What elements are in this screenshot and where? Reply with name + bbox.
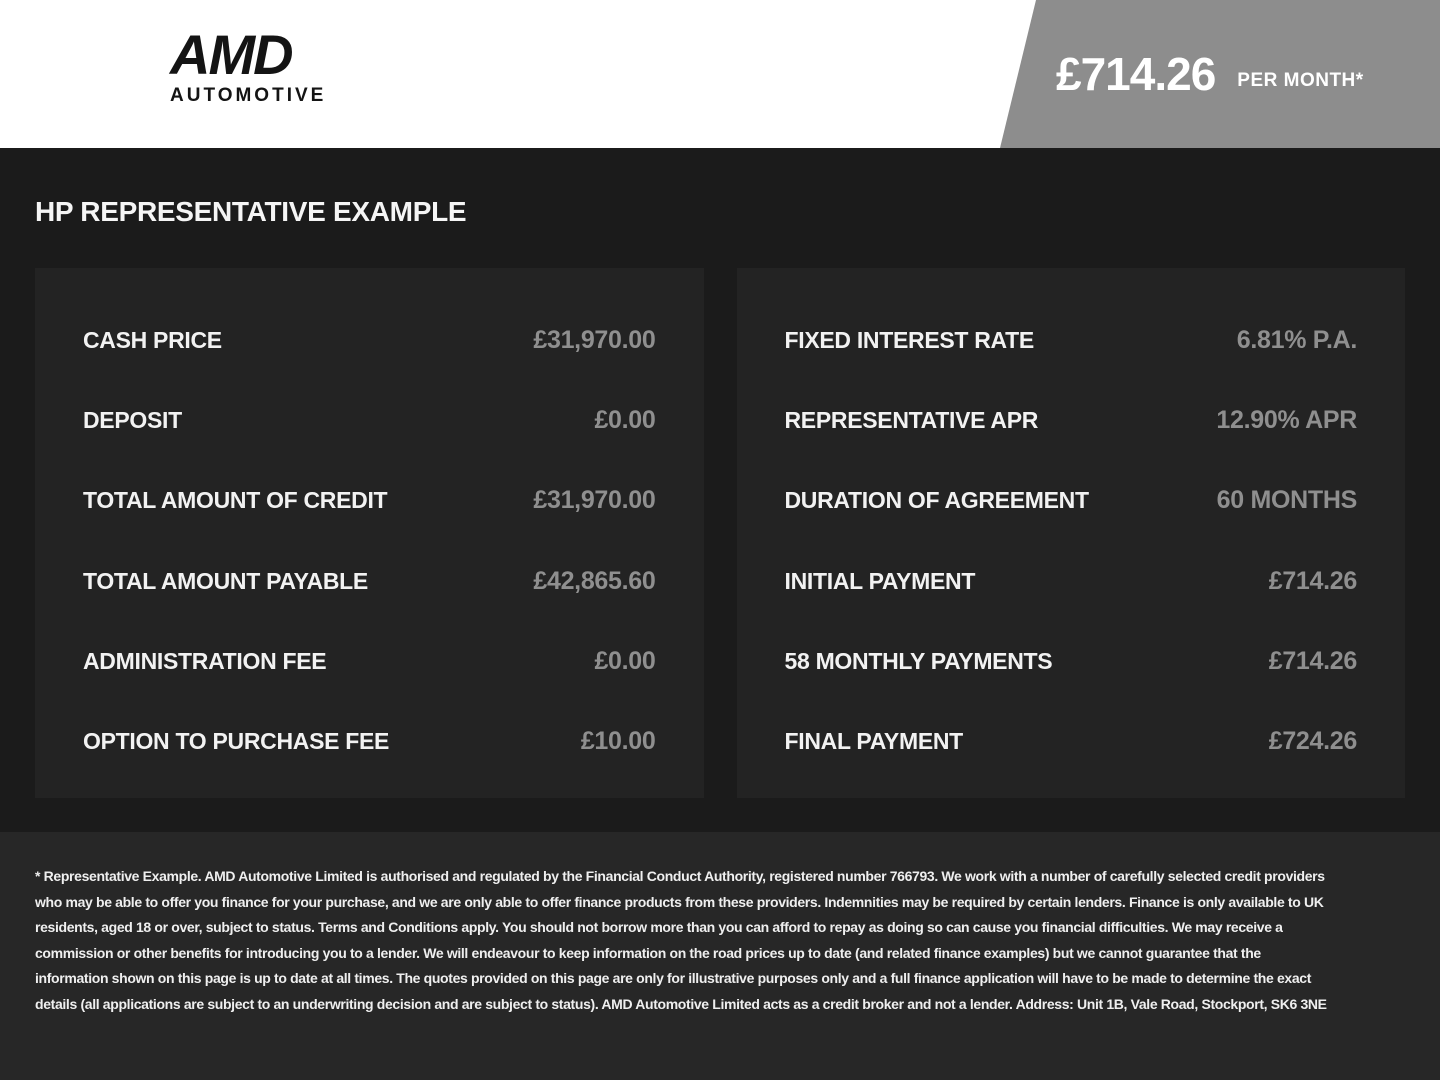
finance-row-fixed-interest-rate: FIXED INTEREST RATE 6.81% P.A.	[785, 326, 1358, 355]
disclaimer-text: * Representative Example. AMD Automotive…	[35, 868, 1327, 1012]
finance-row-value: £42,865.60	[533, 566, 656, 595]
finance-row-label: ADMINISTRATION FEE	[83, 647, 327, 674]
finance-row-representative-apr: REPRESENTATIVE APR 12.90% APR	[785, 406, 1358, 435]
finance-row-total-amount-payable: TOTAL AMOUNT PAYABLE £42,865.60	[83, 567, 656, 596]
finance-row-label: DURATION OF AGREEMENT	[784, 487, 1090, 514]
monthly-price-amount: £714.26	[1056, 48, 1216, 100]
finance-row-label: INITIAL PAYMENT	[784, 567, 976, 594]
finance-row-label: REPRESENTATIVE APR	[784, 407, 1039, 434]
finance-row-value: £0.00	[594, 646, 656, 675]
finance-row-value: 6.81% P.A.	[1236, 326, 1358, 354]
finance-row-value: £714.26	[1268, 566, 1358, 595]
finance-row-administration-fee: ADMINISTRATION FEE £0.00	[83, 647, 656, 676]
finance-row-label: CASH PRICE	[83, 327, 222, 353]
finance-row-cash-price: CASH PRICE £31,970.00	[83, 326, 656, 355]
finance-row-deposit: DEPOSIT £0.00	[83, 406, 656, 435]
amd-automotive-logo: AMD AUTOMOTIVE	[170, 23, 327, 107]
finance-row-label: TOTAL AMOUNT OF CREDIT	[83, 487, 388, 514]
finance-row-final-payment: FINAL PAYMENT £724.26	[785, 727, 1358, 756]
finance-panels: CASH PRICE £31,970.00 DEPOSIT £0.00 TOTA…	[35, 268, 1405, 798]
finance-row-label: OPTION TO PURCHASE FEE	[83, 727, 390, 754]
finance-row-monthly-payments: 58 MONTHLY PAYMENTS £714.26	[785, 647, 1358, 676]
finance-row-label: FINAL PAYMENT	[784, 727, 964, 754]
finance-row-option-to-purchase-fee: OPTION TO PURCHASE FEE £10.00	[83, 727, 656, 756]
logo-name: AMD	[170, 23, 294, 86]
finance-row-duration-of-agreement: DURATION OF AGREEMENT 60 MONTHS	[785, 486, 1358, 515]
finance-row-value: £31,970.00	[533, 486, 656, 515]
finance-row-label: TOTAL AMOUNT PAYABLE	[83, 567, 368, 594]
page-title: HP REPRESENTATIVE EXAMPLE	[35, 196, 467, 227]
finance-row-label: DEPOSIT	[83, 407, 182, 434]
finance-row-total-amount-of-credit: TOTAL AMOUNT OF CREDIT £31,970.00	[83, 486, 656, 515]
finance-row-value: 60 MONTHS	[1216, 486, 1358, 515]
finance-row-value: £10.00	[580, 726, 656, 755]
monthly-price-period-label: PER MONTH*	[1237, 70, 1364, 91]
finance-row-value: £31,970.00	[533, 326, 656, 354]
logo-subtitle: AUTOMOTIVE	[170, 85, 327, 106]
header: AMD AUTOMOTIVE £714.26 PER MONTH*	[0, 0, 1440, 148]
finance-row-value: £0.00	[594, 406, 656, 435]
finance-row-initial-payment: INITIAL PAYMENT £714.26	[785, 567, 1358, 596]
finance-row-label: 58 MONTHLY PAYMENTS	[784, 647, 1053, 674]
monthly-price-banner: £714.26 PER MONTH*	[1000, 0, 1440, 148]
main-section: HP REPRESENTATIVE EXAMPLE CASH PRICE £31…	[0, 148, 1440, 832]
finance-row-value: £714.26	[1268, 646, 1358, 675]
finance-panel-right: FIXED INTEREST RATE 6.81% P.A. REPRESENT…	[736, 268, 1405, 798]
finance-row-value: 12.90% APR	[1216, 406, 1357, 435]
finance-panel-left: CASH PRICE £31,970.00 DEPOSIT £0.00 TOTA…	[35, 268, 704, 798]
finance-row-value: £724.26	[1268, 726, 1358, 755]
footer-disclaimer-section: * Representative Example. AMD Automotive…	[0, 832, 1440, 1080]
finance-row-label: FIXED INTEREST RATE	[784, 327, 1035, 353]
